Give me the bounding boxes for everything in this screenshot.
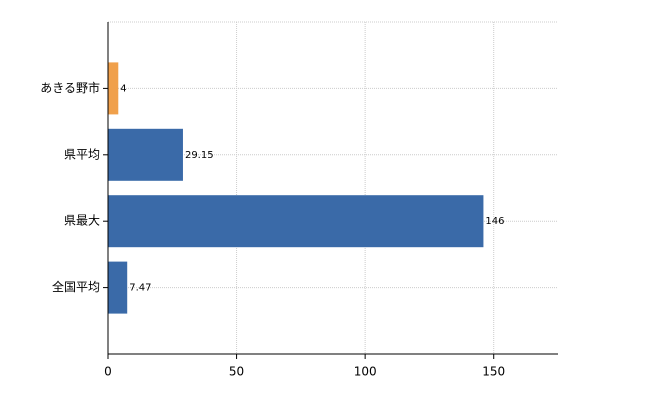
bar (108, 261, 128, 314)
value-label: 7.47 (129, 283, 151, 294)
y-tick-label: 県最大 (64, 214, 100, 228)
y-tick-label: あきる野市 (40, 80, 100, 95)
value-label: 29.15 (185, 150, 214, 161)
bar (108, 62, 119, 115)
x-tick-label: 50 (229, 365, 244, 379)
value-label: 146 (485, 216, 504, 227)
value-label: 4 (120, 83, 126, 94)
bar (108, 195, 484, 248)
bar (108, 128, 183, 181)
y-tick-label: 県平均 (64, 147, 100, 161)
x-tick-label: 0 (104, 365, 112, 379)
x-tick-label: 150 (482, 365, 505, 379)
y-tick-label: 全国平均 (52, 279, 100, 294)
x-tick-label: 100 (354, 365, 377, 379)
